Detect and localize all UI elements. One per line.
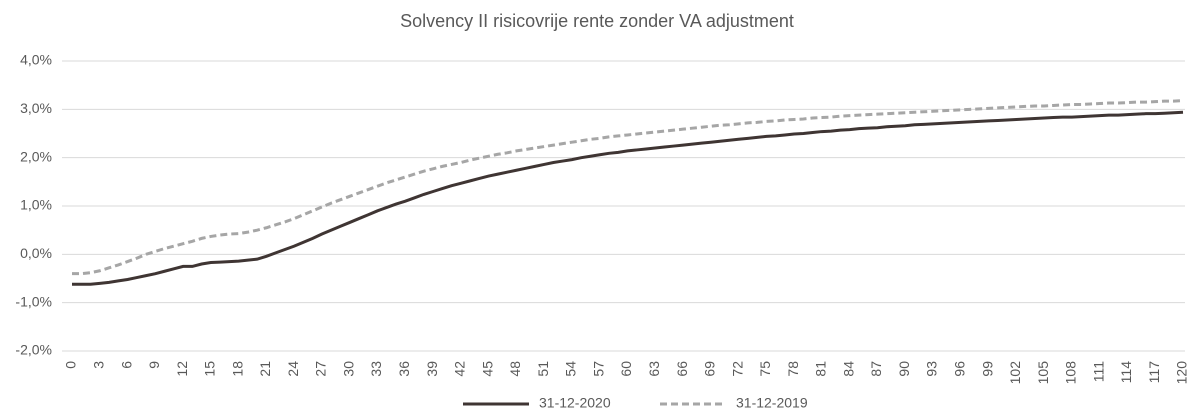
x-tick-label: 87 <box>868 361 884 377</box>
x-tick-label: 111 <box>1090 361 1106 382</box>
line-series <box>72 99 1184 276</box>
x-tick-label: 63 <box>646 361 662 377</box>
x-tick-label: 9 <box>146 361 162 369</box>
x-tick-label: 66 <box>674 361 690 377</box>
x-tick-label: 45 <box>479 361 495 377</box>
x-tick-label: 24 <box>285 361 301 377</box>
x-tick-label: 102 <box>1007 361 1023 385</box>
x-tick-label: 81 <box>813 361 829 377</box>
x-tick-label: 51 <box>535 361 551 377</box>
x-tick-label: 39 <box>424 361 440 377</box>
x-tick-label: 54 <box>563 361 579 377</box>
x-tick-label: 6 <box>118 361 134 369</box>
x-tick-label: 60 <box>618 361 634 377</box>
x-tick-label: 99 <box>979 361 995 377</box>
x-tick-label: 27 <box>313 361 329 377</box>
y-tick-label: -2,0% <box>15 342 52 358</box>
x-tick-label: 42 <box>452 361 468 377</box>
y-tick-label: 1,0% <box>20 197 52 213</box>
legend-label: 31-12-2020 <box>539 395 611 411</box>
x-tick-label: 0 <box>63 361 79 369</box>
x-tick-label: 78 <box>785 361 801 377</box>
x-tick-label: 75 <box>757 361 773 377</box>
x-tick-label: 117 <box>1146 361 1162 384</box>
x-tick-label: 93 <box>924 361 940 377</box>
x-tick-label: 3 <box>90 361 106 369</box>
y-tick-label: -1,0% <box>15 293 52 309</box>
y-tick-label: 0,0% <box>20 245 52 261</box>
y-tick-label: 2,0% <box>20 148 52 164</box>
x-tick-label: 105 <box>1035 361 1051 385</box>
x-tick-label: 120 <box>1174 361 1190 385</box>
x-tick-label: 48 <box>507 361 523 377</box>
x-tick-label: 30 <box>340 361 356 377</box>
line-series <box>72 110 1184 286</box>
x-tick-label: 21 <box>257 361 273 377</box>
x-tick-label: 84 <box>840 361 856 377</box>
x-tick-label: 33 <box>368 361 384 377</box>
x-tick-label: 114 <box>1118 361 1134 384</box>
x-tick-label: 72 <box>729 361 745 377</box>
x-tick-label: 12 <box>174 361 190 377</box>
legend-label: 31-12-2019 <box>736 395 808 411</box>
x-tick-label: 57 <box>590 361 606 377</box>
x-tick-label: 69 <box>702 361 718 377</box>
y-tick-label: 4,0% <box>20 52 52 68</box>
y-tick-label: 3,0% <box>20 100 52 116</box>
x-tick-label: 15 <box>202 361 218 377</box>
x-tick-label: 90 <box>896 361 912 377</box>
x-tick-label: 36 <box>396 361 412 377</box>
chart-title: Solvency II risicovrije rente zonder VA … <box>400 11 794 31</box>
x-tick-label: 18 <box>229 361 245 377</box>
x-tick-label: 96 <box>952 361 968 377</box>
x-tick-label: 108 <box>1063 361 1079 385</box>
